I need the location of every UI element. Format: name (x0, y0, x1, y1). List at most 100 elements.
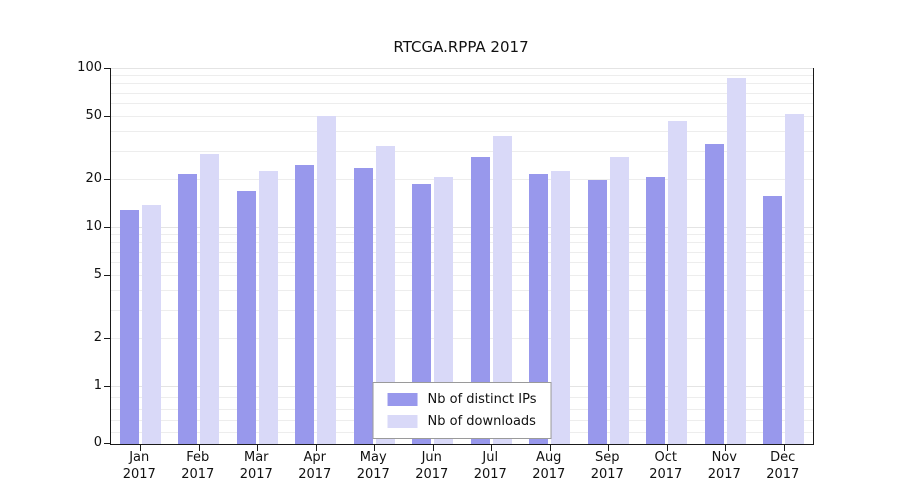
x-tick-label: Oct 2017 (637, 449, 696, 483)
chart-title: RTCGA.RPPA 2017 (393, 38, 529, 56)
x-tick (725, 445, 727, 451)
x-tick-year: 2017 (649, 467, 683, 482)
bar-downloads (785, 114, 805, 444)
y-tick-label: 1 (93, 378, 102, 393)
y-tick (104, 68, 110, 69)
legend: Nb of distinct IPs Nb of downloads (372, 382, 552, 439)
gridline (111, 179, 813, 181)
x-tick-label: Jan 2017 (110, 449, 169, 483)
bar-downloads (258, 170, 278, 444)
x-tick-month: Jun (421, 450, 442, 465)
bar-distinct-ips (646, 176, 666, 444)
bar-distinct-ips (236, 191, 256, 444)
x-tick (608, 445, 610, 451)
y-tick (104, 227, 110, 228)
gridline (111, 92, 813, 94)
x-tick-year: 2017 (532, 467, 566, 482)
bar-downloads (434, 176, 454, 444)
bar-distinct-ips (295, 164, 315, 444)
bar-distinct-ips (178, 173, 198, 444)
gridline (111, 68, 813, 69)
bar-downloads (200, 154, 220, 444)
gridline (111, 115, 813, 117)
x-tick-year: 2017 (766, 467, 800, 482)
x-tick-month: Sep (594, 450, 620, 465)
x-tick-year: 2017 (298, 467, 332, 482)
legend-label-downloads: Nb of downloads (427, 414, 536, 429)
y-tick (104, 386, 110, 387)
x-tick (549, 445, 551, 451)
gridline (111, 274, 813, 276)
x-tick (374, 445, 376, 451)
x-tick-month: Oct (654, 450, 677, 465)
x-tick-year: 2017 (473, 467, 507, 482)
x-tick-label: Nov 2017 (695, 449, 754, 483)
y-tick-label: 10 (85, 219, 102, 234)
x-tick-label: Jun 2017 (403, 449, 462, 483)
y-tick-label: 50 (85, 107, 102, 123)
gridline (111, 131, 813, 133)
y-tick (104, 443, 110, 444)
plot-area: Nb of distinct IPs Nb of downloads (104, 68, 814, 451)
x-tick-label: Jul 2017 (461, 449, 520, 483)
gridline (111, 103, 813, 105)
bar-downloads (375, 145, 395, 444)
x-tick-label: Mar 2017 (227, 449, 286, 483)
y-axis-labels: 0 1 2 5 10 20 50 100 (48, 60, 102, 450)
x-tick-month: Feb (186, 450, 210, 465)
x-tick-year: 2017 (415, 467, 449, 482)
x-tick (315, 445, 317, 451)
x-tick-year: 2017 (239, 467, 273, 482)
legend-item-distinct-ips: Nb of distinct IPs (387, 392, 536, 407)
y-tick-label: 5 (93, 266, 102, 282)
bar-distinct-ips (470, 156, 490, 444)
y-tick-label: 2 (93, 330, 102, 346)
bar-distinct-ips (587, 180, 607, 444)
x-tick-label: Sep 2017 (578, 449, 637, 483)
x-tick (257, 445, 259, 451)
y-tick-label: 0 (93, 435, 102, 450)
bar-downloads (609, 156, 629, 444)
legend-swatch-downloads (387, 415, 418, 428)
x-tick-month: Jan (129, 450, 150, 465)
y-tick (104, 338, 110, 340)
x-tick (198, 445, 200, 451)
x-tick-label: Feb 2017 (169, 449, 228, 483)
bar-downloads (141, 204, 161, 444)
y-tick (104, 179, 110, 181)
x-tick-month: Jul (482, 450, 499, 465)
x-tick-month: May (359, 450, 387, 465)
x-tick-label: Dec 2017 (754, 449, 813, 483)
x-tick-month: Apr (303, 450, 327, 465)
bar-distinct-ips (412, 183, 432, 444)
x-tick-label: May 2017 (344, 449, 403, 483)
x-tick-label: Aug 2017 (520, 449, 579, 483)
x-tick-year: 2017 (181, 467, 215, 482)
x-tick-month: Aug (536, 450, 562, 465)
x-axis-labels: Jan 2017 Feb 2017 Mar 2017 Apr 2017 May 2017 Jun 20… (110, 449, 812, 489)
bar-distinct-ips (763, 195, 783, 444)
x-tick-year: 2017 (590, 467, 624, 482)
bar-downloads (317, 115, 337, 444)
x-tick-year: 2017 (356, 467, 390, 482)
gridline (111, 290, 813, 292)
bar-distinct-ips (529, 173, 549, 444)
x-tick-year: 2017 (122, 467, 156, 482)
bar-distinct-ips (704, 143, 724, 444)
x-tick (666, 445, 668, 451)
bar-downloads (492, 135, 512, 444)
x-tick-month: Dec (770, 450, 796, 465)
bar-downloads (551, 170, 571, 444)
gridline (111, 83, 813, 85)
gridline (111, 338, 813, 340)
x-tick-year: 2017 (707, 467, 741, 482)
y-tick (104, 115, 110, 117)
x-tick (491, 445, 493, 451)
gridline (111, 227, 813, 228)
x-tick-month: Nov (711, 450, 737, 465)
x-tick-label: Apr 2017 (286, 449, 345, 483)
bar-distinct-ips (119, 209, 139, 444)
x-tick (140, 445, 142, 451)
legend-item-downloads: Nb of downloads (387, 414, 537, 429)
gridline (111, 242, 813, 244)
